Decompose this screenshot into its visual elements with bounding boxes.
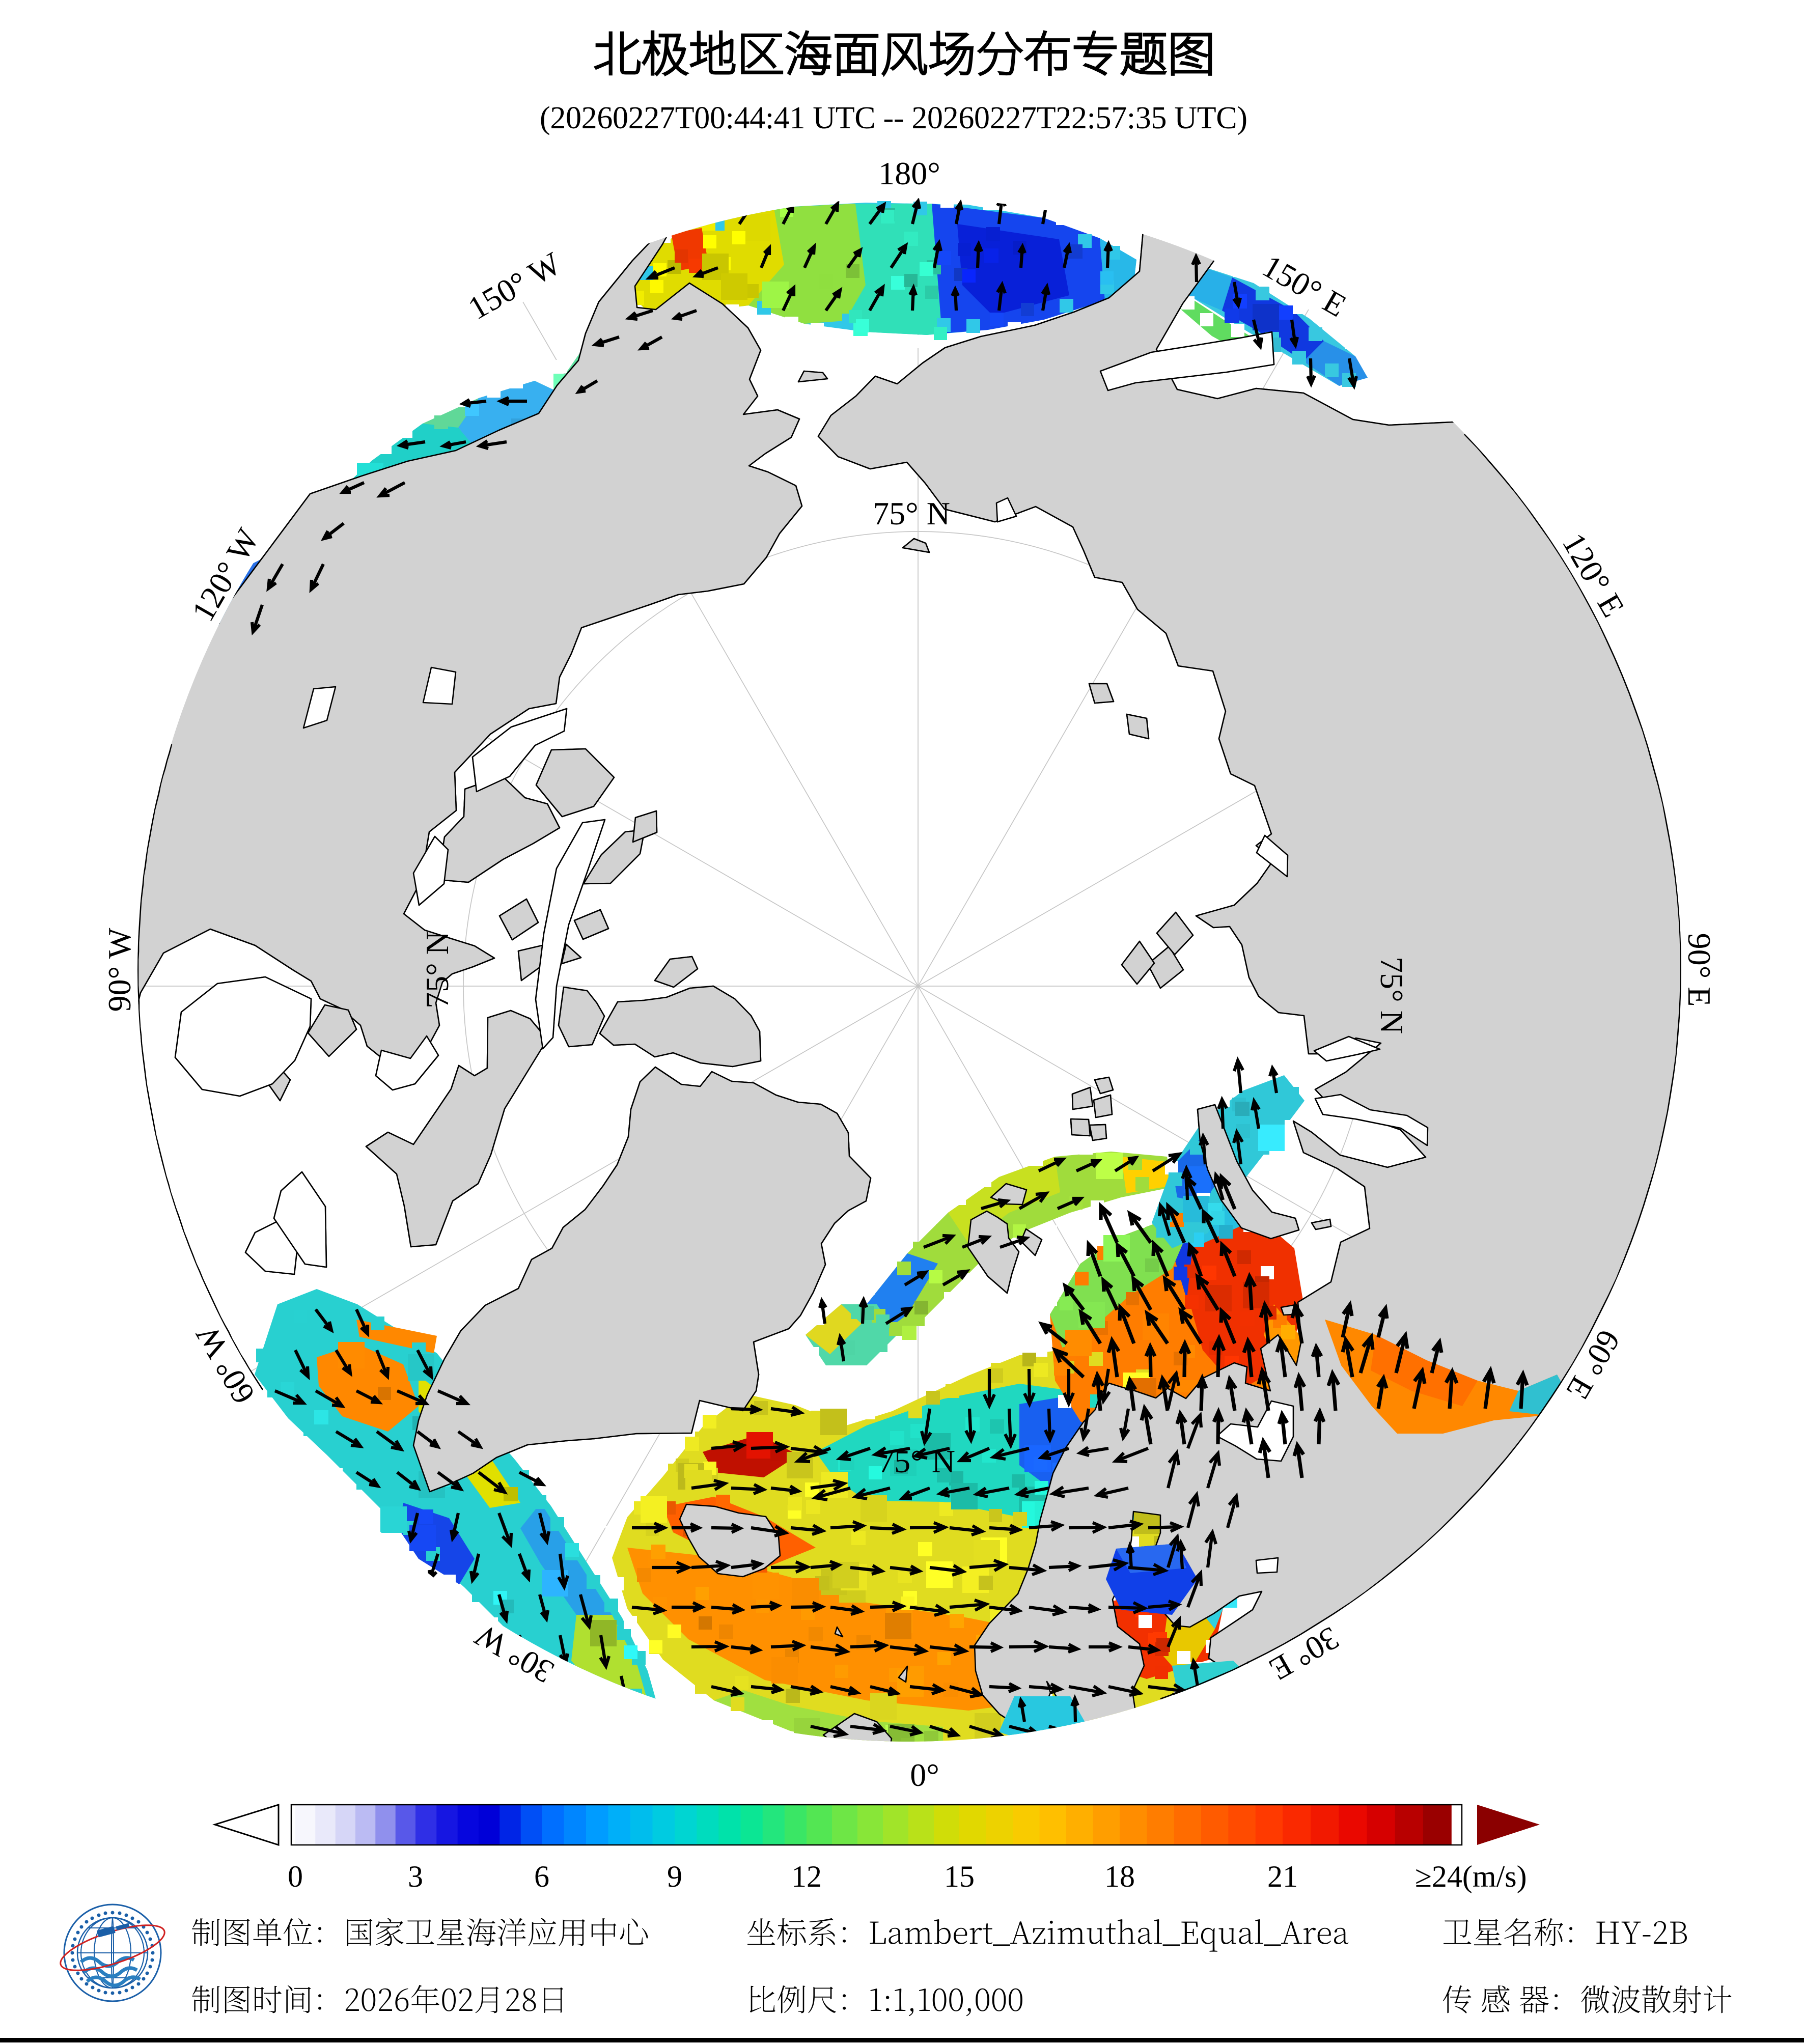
svg-text:15: 15 bbox=[944, 1860, 975, 1893]
svg-text:90° W: 90° W bbox=[101, 928, 137, 1012]
svg-text:9: 9 bbox=[667, 1860, 682, 1893]
svg-text:75° N: 75° N bbox=[873, 495, 950, 531]
svg-text:75° N: 75° N bbox=[419, 931, 455, 1009]
svg-text:18: 18 bbox=[1104, 1860, 1135, 1893]
svg-text:180°: 180° bbox=[878, 155, 940, 191]
svg-text:90° E: 90° E bbox=[1681, 933, 1717, 1007]
svg-text:0°: 0° bbox=[910, 1757, 939, 1793]
svg-text:6: 6 bbox=[534, 1860, 549, 1893]
svg-text:21: 21 bbox=[1267, 1860, 1298, 1893]
svg-text:75° N: 75° N bbox=[1374, 957, 1410, 1034]
svg-text:12: 12 bbox=[791, 1860, 822, 1893]
svg-text:≥24(m/s): ≥24(m/s) bbox=[1415, 1860, 1527, 1893]
svg-text:3: 3 bbox=[408, 1860, 423, 1893]
svg-text:(20260227T00:44:41 UTC -- 2026: (20260227T00:44:41 UTC -- 20260227T22:57… bbox=[540, 101, 1247, 135]
svg-text:75° N: 75° N bbox=[878, 1443, 955, 1479]
svg-text:0: 0 bbox=[288, 1860, 303, 1893]
